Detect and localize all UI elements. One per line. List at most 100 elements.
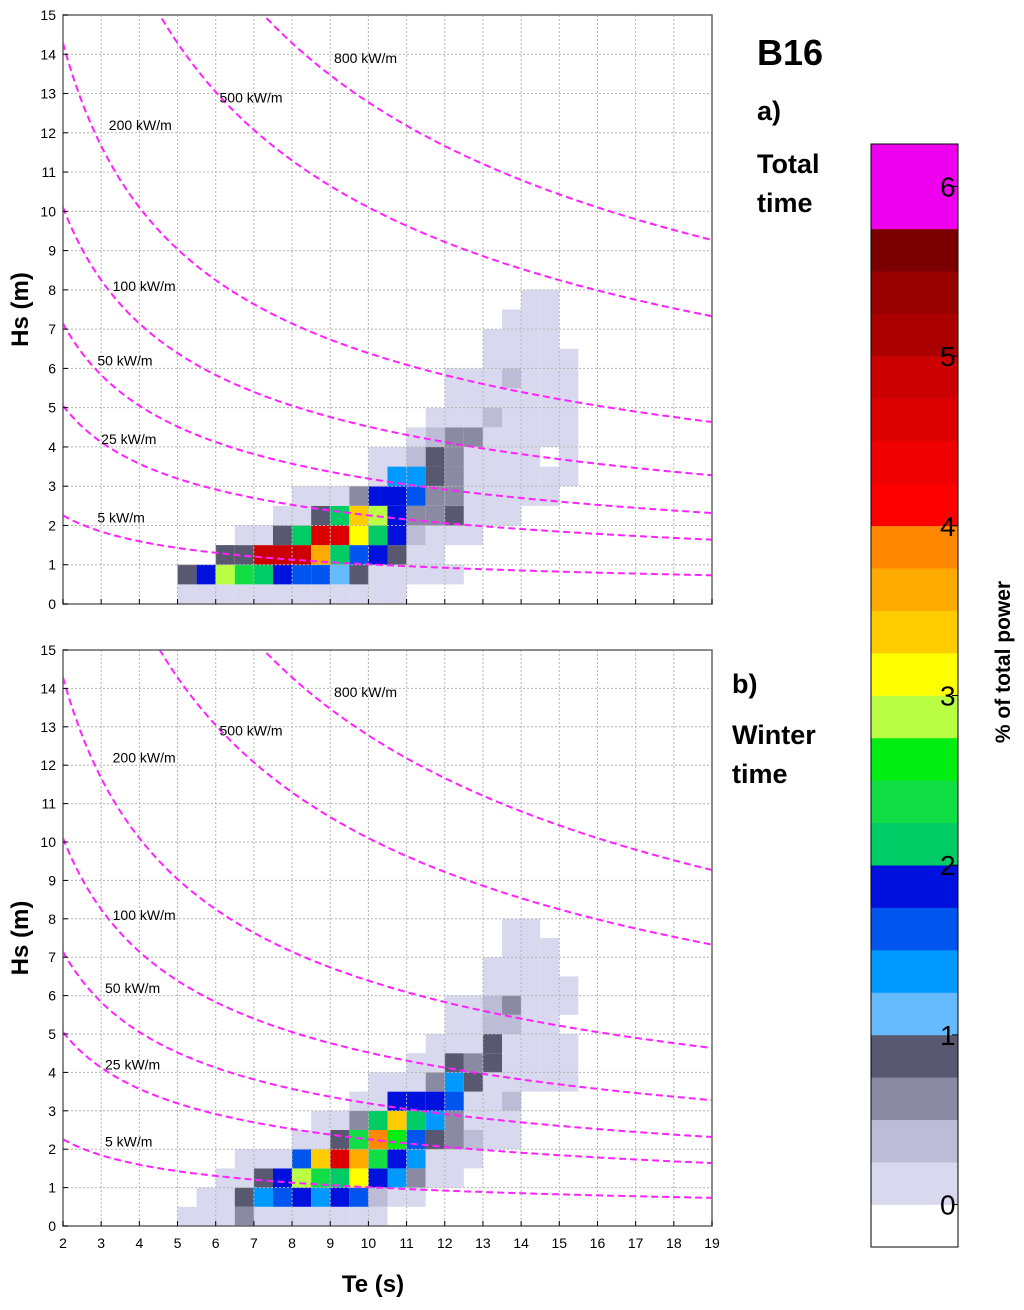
colorbar-band	[871, 653, 958, 696]
contour-label-5kw: 5 kW/m	[97, 510, 144, 526]
heatmap-cell	[330, 584, 350, 604]
heatmap-cell	[215, 564, 235, 585]
heatmap-cell	[482, 388, 503, 408]
colorbar-tick-label: 5	[940, 341, 956, 372]
heatmap-cell	[425, 505, 445, 526]
heatmap-cell	[540, 957, 560, 977]
heatmap-cell	[387, 1110, 407, 1130]
heatmap-cell	[559, 446, 579, 467]
colorbar-band	[871, 1077, 958, 1121]
heatmap-cell	[330, 545, 350, 565]
heatmap-cell	[272, 1206, 293, 1226]
heatmap-cell	[177, 564, 197, 585]
heatmap-cell	[425, 427, 445, 447]
heatmap-cell	[311, 1187, 331, 1207]
heatmap-cell	[502, 427, 522, 447]
contour-label-5kw: 5 kW/m	[105, 1134, 152, 1150]
heatmap-cell	[521, 957, 541, 977]
panel-b-caption-line1: Winter	[732, 720, 816, 750]
heatmap-cell	[234, 564, 254, 585]
heatmap-cell	[521, 446, 541, 467]
colorbar-band	[871, 228, 958, 272]
heatmap-cell	[253, 1187, 273, 1207]
heatmap-cell	[406, 446, 426, 467]
heatmap-cell	[406, 1187, 426, 1207]
y-tick-label: 9	[48, 872, 56, 888]
heatmap-cell	[521, 1053, 541, 1073]
x-axis-label: Te (s)	[342, 1271, 404, 1298]
y-tick-label: 0	[48, 1218, 56, 1234]
heatmap-cell	[330, 1110, 350, 1130]
heatmap-cell	[368, 1091, 388, 1111]
heatmap-cell	[406, 564, 426, 585]
colorbar-band	[871, 568, 958, 611]
y-tick-label: 10	[40, 834, 56, 850]
heatmap-cell	[253, 584, 273, 604]
x-tick-label: 2	[59, 1235, 67, 1251]
panel-a-label: a)	[757, 96, 781, 126]
heatmap-cell	[406, 525, 426, 546]
heatmap-cell	[559, 388, 579, 408]
heatmap-cell	[292, 564, 312, 585]
heatmap-cell	[444, 525, 464, 546]
contour-line-100kw	[63, 206, 712, 477]
heatmap-cell	[368, 466, 388, 487]
colorbar-band	[871, 950, 958, 993]
colorbar-band	[871, 1034, 958, 1078]
contour-line-50kw	[63, 323, 712, 514]
y-tick-label: 14	[40, 680, 56, 696]
heatmap-cell	[425, 1034, 445, 1054]
heatmap-cell	[540, 486, 560, 506]
heatmap-cell	[444, 1130, 464, 1150]
heatmap-cell	[502, 505, 522, 526]
heatmap-cell	[349, 1168, 369, 1188]
heatmap-cell	[253, 1206, 273, 1226]
heatmap-cell	[387, 1168, 407, 1188]
heatmap-cell	[292, 1206, 312, 1226]
heatmap-cell	[540, 329, 560, 349]
x-tick-label: 12	[437, 1235, 453, 1251]
heatmap-cell	[502, 1130, 522, 1150]
heatmap-cell	[406, 505, 426, 526]
heatmap-cell	[463, 368, 483, 389]
heatmap-cell	[521, 938, 541, 958]
x-tick-label: 15	[552, 1235, 568, 1251]
panel-a-caption-line2: time	[757, 188, 813, 218]
heatmap-cell	[406, 1130, 426, 1150]
heatmap-cell	[559, 1072, 579, 1092]
heatmap-cell	[387, 1187, 407, 1207]
contour-line-200kw	[63, 42, 712, 423]
heatmap-cell	[272, 1187, 293, 1207]
heatmap-cell	[368, 1187, 388, 1207]
heatmap-cell	[330, 505, 350, 526]
heatmap-cell	[463, 1072, 483, 1092]
colorbar-band	[871, 695, 958, 739]
x-tick-label: 11	[399, 1235, 414, 1251]
heatmap-cell	[444, 505, 464, 526]
colorbar-band	[871, 271, 958, 314]
heatmap-cell	[406, 545, 426, 565]
colorbar-band	[871, 610, 958, 654]
contour-label-800kw: 800 kW/m	[334, 50, 397, 66]
heatmap-cell	[406, 1110, 426, 1130]
y-tick-label: 5	[48, 400, 56, 416]
heatmap-cell	[559, 976, 579, 996]
heatmap-cell	[368, 446, 388, 467]
heatmap-cell	[444, 1091, 464, 1111]
colorbar-tick-label: 1	[940, 1020, 956, 1051]
contour-line-5kw	[63, 1138, 712, 1199]
heatmap-cell	[521, 407, 541, 428]
heatmap-cell	[215, 584, 235, 604]
heatmap-cell	[463, 427, 483, 447]
heatmap-cell	[502, 466, 522, 487]
heatmap-cell	[482, 1091, 503, 1111]
heatmap-cell	[540, 309, 560, 330]
y-tick-label: 3	[48, 478, 56, 494]
heatmap-cell	[272, 1149, 293, 1169]
y-tick-label: 15	[40, 642, 56, 658]
contour-line-800kw	[262, 15, 712, 241]
heatmap-cell	[482, 1014, 503, 1034]
heatmap-cell	[425, 1130, 445, 1150]
heatmap-cell	[482, 505, 503, 526]
heatmap-cell	[425, 1072, 445, 1092]
